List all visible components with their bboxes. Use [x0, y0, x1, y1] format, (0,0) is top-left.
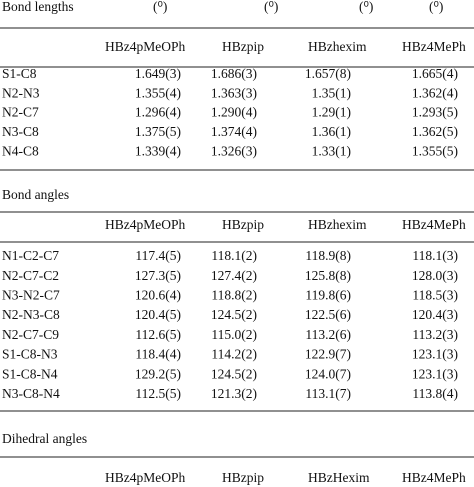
unit-label: (⁰)	[429, 0, 443, 14]
cell-value: 1.339(4)	[135, 143, 181, 158]
column-header: HBz4MePh	[402, 470, 466, 485]
cell-value: 1.36(1)	[312, 124, 351, 139]
cell-value: 127.3(5)	[135, 268, 181, 283]
column-header: HBz4MePh	[402, 39, 466, 54]
cell-value: 1.293(5)	[412, 105, 458, 120]
cell-value: 1.296(4)	[135, 105, 181, 120]
row-label: N3-N2-C7	[2, 287, 60, 302]
unit-label: (⁰)	[264, 0, 278, 14]
cell-value: 119.8(6)	[305, 287, 351, 302]
column-header: HBzhexim	[308, 39, 367, 54]
cell-value: 123.1(3)	[412, 366, 458, 381]
cell-value: 118.8(2)	[211, 287, 257, 302]
cell-value: 113.2(6)	[305, 327, 351, 342]
unit-label: (⁰)	[153, 0, 167, 14]
cell-value: 124.0(7)	[305, 366, 351, 381]
column-header: HBzpip	[222, 39, 264, 54]
cell-value: 113.1(7)	[305, 386, 351, 401]
column-header: HBz4pMeOPh	[105, 217, 185, 232]
cell-value: 121.3(2)	[211, 386, 257, 401]
cell-value: 1.29(1)	[312, 105, 351, 120]
cell-value: 1.362(5)	[412, 124, 458, 139]
cell-value: 115.0(2)	[211, 327, 257, 342]
cell-value: 124.5(2)	[211, 307, 257, 322]
row-label: N4-C8	[2, 143, 39, 158]
cell-value: 1.290(4)	[211, 105, 257, 120]
column-header: HBzpip	[222, 470, 264, 485]
cell-value: 1.355(4)	[135, 85, 181, 100]
row-label: S1-C8-N3	[2, 347, 58, 362]
column-header: HBz4pMeOPh	[105, 470, 185, 485]
cell-value: 1.375(5)	[135, 124, 181, 139]
cell-value: 1.374(4)	[211, 124, 257, 139]
row-label: N1-C2-C7	[2, 248, 59, 263]
cell-value: 1.649(3)	[135, 66, 181, 81]
row-label: S1-C8-N4	[2, 366, 58, 381]
cell-value: 1.657(8)	[305, 66, 351, 81]
cell-value: 120.4(3)	[412, 307, 458, 322]
section-title: Bond lengths	[2, 0, 74, 14]
cell-value: 118.9(8)	[305, 248, 351, 263]
cell-value: 122.5(6)	[305, 307, 351, 322]
unit-label: (⁰)	[359, 0, 373, 14]
column-header: HBz4pMeOPh	[105, 39, 185, 54]
cell-value: 127.4(2)	[211, 268, 257, 283]
cell-value: 118.4(4)	[135, 347, 181, 362]
cell-value: 1.355(5)	[412, 143, 458, 158]
cell-value: 1.35(1)	[312, 85, 351, 100]
cell-value: 120.6(4)	[135, 287, 181, 302]
cell-value: 118.5(3)	[412, 287, 458, 302]
cell-value: 1.686(3)	[211, 66, 257, 81]
cell-value: 1.362(4)	[412, 85, 458, 100]
cell-value: 118.1(2)	[211, 248, 257, 263]
section-title: Dihedral angles	[2, 431, 87, 446]
column-header: HBz4MePh	[402, 217, 466, 232]
cell-value: 125.8(8)	[305, 268, 351, 283]
cell-value: 114.2(2)	[211, 347, 257, 362]
cell-value: 1.326(3)	[211, 143, 257, 158]
cell-value: 124.5(2)	[211, 366, 257, 381]
column-header: HBzpip	[222, 217, 264, 232]
row-label: N2-C7-C2	[2, 268, 59, 283]
cell-value: 118.1(3)	[412, 248, 458, 263]
cell-value: 1.33(1)	[312, 143, 351, 158]
cell-value: 120.4(5)	[135, 307, 181, 322]
row-label: N2-N3-C8	[2, 307, 60, 322]
cell-value: 117.4(5)	[135, 248, 181, 263]
cell-value: 122.9(7)	[305, 347, 351, 362]
row-label: N3-C8	[2, 124, 39, 139]
cell-value: 112.6(5)	[135, 327, 181, 342]
cell-value: 129.2(5)	[135, 366, 181, 381]
row-label: N2-C7	[2, 105, 39, 120]
row-label: N2-N3	[2, 85, 40, 100]
column-header: HBzhexim	[308, 217, 367, 232]
cell-value: 113.8(4)	[412, 386, 458, 401]
column-header: HBzHexim	[308, 470, 370, 485]
cell-value: 128.0(3)	[412, 268, 458, 283]
row-label: N3-C8-N4	[2, 386, 60, 401]
row-label: N2-C7-C9	[2, 327, 59, 342]
cell-value: 123.1(3)	[412, 347, 458, 362]
cell-value: 1.363(3)	[211, 85, 257, 100]
row-label: S1-C8	[2, 66, 37, 81]
cell-value: 1.665(4)	[412, 66, 458, 81]
section-title: Bond angles	[2, 187, 69, 202]
cell-value: 112.5(5)	[135, 386, 181, 401]
cell-value: 113.2(3)	[412, 327, 458, 342]
